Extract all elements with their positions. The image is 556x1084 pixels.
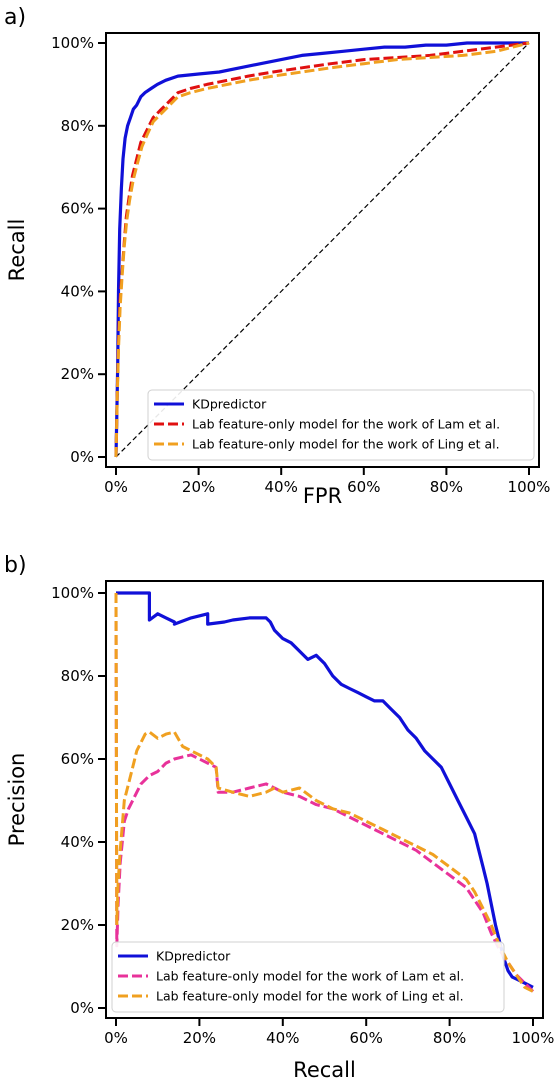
legend-label: Lab feature-only model for the work of L…	[156, 969, 464, 984]
plot-frame-b	[105, 580, 544, 1019]
panel-label-b: b)	[4, 553, 27, 578]
x-tick-label: 0%	[104, 478, 128, 496]
series-line-0	[114, 41, 529, 458]
series-line-0	[116, 591, 534, 989]
plot-frame-a	[105, 32, 540, 468]
x-tick-label: 80%	[433, 1029, 466, 1047]
y-tick-label: 20%	[61, 916, 94, 934]
x-tick-label: 0%	[104, 1029, 128, 1047]
series-line-1	[114, 592, 535, 993]
y-tick-label: 60%	[61, 750, 94, 768]
y-tick-label: 60%	[61, 200, 94, 218]
y-tick-label: 0%	[70, 448, 94, 466]
y-axis-title: Precision	[5, 753, 29, 847]
legend-label: KDpredictor	[156, 949, 231, 964]
x-axis-title: Recall	[293, 1058, 356, 1082]
chance-diagonal-line	[115, 42, 530, 458]
series-line-2	[114, 41, 530, 458]
legend-box	[111, 941, 505, 1013]
series-line-2	[114, 592, 534, 993]
x-tick-label: 100%	[512, 1029, 555, 1047]
y-tick-label: 100%	[51, 584, 94, 602]
legend-label: Lab feature-only model for the work of L…	[156, 989, 464, 1004]
legend-label: Lab feature-only model for the work of L…	[192, 417, 500, 432]
x-tick-label: 60%	[347, 478, 380, 496]
x-tick-label: 100%	[508, 478, 551, 496]
panel-a: a) 0% 20% 40% 60% 80% 100% 0% 20% 40% 60% 80% 100% FP…	[4, 5, 550, 508]
panel-label-a: a)	[4, 5, 26, 30]
legend-label: KDpredictor	[192, 397, 267, 412]
y-tick-label: 100%	[51, 34, 94, 52]
x-tick-label: 20%	[183, 1029, 216, 1047]
legend-label: Lab feature-only model for the work of L…	[192, 437, 500, 452]
y-axis-title: Recall	[5, 219, 29, 282]
y-tick-label: 80%	[61, 667, 94, 685]
x-tick-label: 20%	[182, 478, 215, 496]
y-tick-label: 0%	[70, 999, 94, 1017]
x-tick-label: 40%	[265, 478, 298, 496]
y-tick-label: 40%	[61, 282, 94, 300]
x-tick-label: 80%	[430, 478, 463, 496]
y-tick-label: 20%	[61, 365, 94, 383]
x-tick-label: 60%	[350, 1029, 383, 1047]
x-axis-title: FPR	[303, 484, 342, 508]
panel-b: b) 0% 20% 40% 60% 80% 100% 0% 20% 40% 60% 80% 100% Re…	[4, 553, 554, 1082]
x-tick-label: 40%	[266, 1029, 299, 1047]
legend-box	[147, 389, 535, 461]
y-tick-label: 80%	[61, 117, 94, 135]
y-tick-label: 40%	[61, 833, 94, 851]
